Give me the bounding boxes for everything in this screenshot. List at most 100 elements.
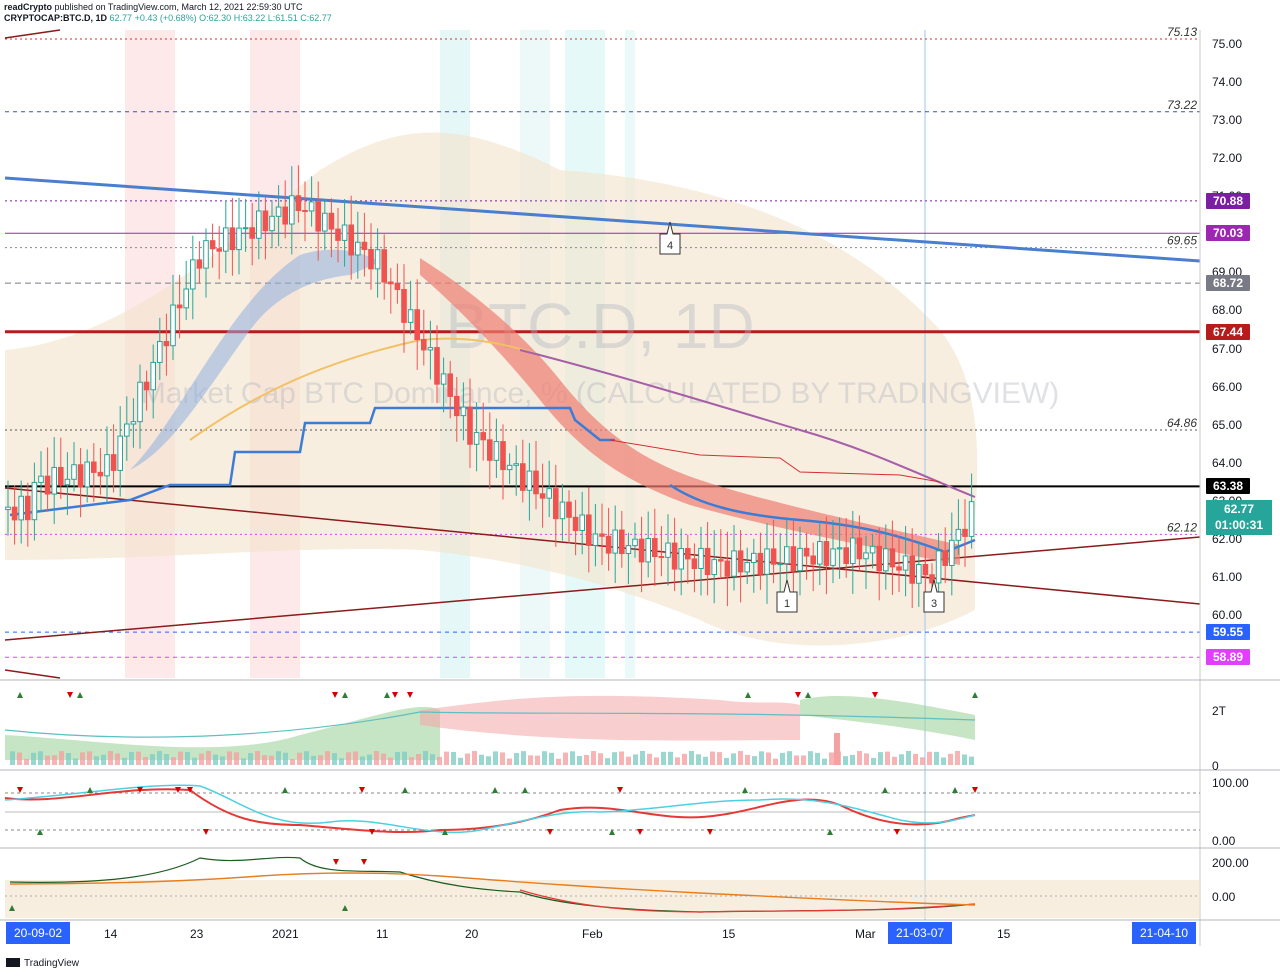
candle-body (31, 481, 38, 521)
signal-up-icon (37, 829, 43, 835)
candle-body (97, 471, 104, 477)
volume-bar (318, 755, 323, 765)
volume-axis-label: 2T (1212, 704, 1227, 718)
candle-body (830, 548, 836, 566)
candle-body (394, 283, 401, 290)
signal-up-icon (9, 905, 15, 911)
time-tick: 11 (376, 927, 389, 941)
candle-body (269, 215, 275, 232)
level-price-label: 58.89 (1206, 649, 1250, 666)
candle-body (605, 535, 612, 554)
signal-down-icon (361, 859, 367, 865)
candle-body (361, 241, 368, 250)
ohlc-open: O:62.30 (199, 13, 232, 23)
volume-bar (808, 751, 813, 765)
volume-bar (542, 751, 547, 765)
volume-bar (297, 752, 302, 765)
price-tick: 72.00 (1212, 151, 1243, 166)
candle-body (810, 555, 817, 565)
osc-axis-label: 100.00 (1212, 776, 1249, 790)
volume-bar (66, 753, 71, 765)
trendline-top (4, 29, 61, 39)
candle-body (315, 201, 321, 232)
volume-bar (122, 757, 127, 765)
volume-axis-label: 0 (1212, 759, 1219, 773)
candle-body (322, 212, 328, 232)
volume-bar (437, 756, 442, 765)
candle-body (163, 340, 170, 347)
volume-bar (514, 753, 519, 765)
volume-bar (150, 754, 155, 765)
volume-bar (227, 751, 232, 765)
time-tick: 15 (997, 927, 1011, 941)
trendline-bottom (4, 669, 61, 679)
volume-bar (829, 752, 834, 765)
volume-bar (920, 757, 925, 765)
candle-body (685, 548, 691, 560)
volume-bar (668, 751, 673, 765)
candle-body (850, 537, 856, 564)
candle-body (559, 501, 566, 520)
volume-bar (262, 755, 267, 765)
volume-bar (584, 755, 589, 765)
volume-bar (171, 757, 176, 765)
volume-bar (465, 753, 470, 765)
candle-body (500, 441, 506, 471)
volume-bar (346, 752, 351, 765)
candle-body (5, 506, 11, 511)
volume-bar (843, 756, 848, 765)
conversion-line (4, 711, 976, 738)
candle-body (526, 470, 533, 491)
candle-body (190, 259, 196, 290)
candle-body (579, 514, 586, 531)
candle-body (454, 395, 460, 417)
volume-bar (766, 752, 771, 765)
volume-bar (941, 757, 946, 765)
volume-bar (157, 751, 162, 765)
volume-bar (143, 756, 148, 765)
signal-up-icon (882, 787, 888, 793)
signal-down-icon (617, 787, 623, 793)
candle-body (335, 228, 341, 241)
candle-body (71, 464, 77, 480)
candle-body (770, 548, 777, 565)
candle-body (493, 441, 500, 461)
price-tick: 68.00 (1212, 303, 1243, 318)
resistance-trendline (4, 176, 1201, 263)
candle-body (751, 552, 757, 564)
volume-bar (374, 751, 379, 765)
time-tick: 14 (104, 927, 118, 941)
publish-info: published on TradingView.com, March 12, … (54, 2, 303, 12)
price-tick: 64.00 (1212, 455, 1243, 470)
candle-body (506, 464, 513, 471)
candle-body (645, 538, 652, 563)
volume-bar (927, 751, 932, 765)
price-tick: 60.00 (1212, 608, 1243, 623)
price-tick: 74.00 (1212, 75, 1243, 90)
base-line (9, 406, 615, 517)
volume-bar (108, 751, 113, 765)
candle-body (737, 550, 744, 573)
candle-body (790, 546, 797, 572)
volume-bar (535, 755, 540, 765)
wave-label-text: 1 (784, 598, 790, 610)
candle-body (949, 539, 955, 566)
signal-down-icon (203, 829, 209, 835)
volume-bar (885, 751, 890, 765)
volume-bar (780, 752, 785, 765)
volume-bar (948, 753, 953, 765)
signal-up-icon (342, 692, 348, 698)
candle-body (91, 461, 97, 473)
candle-body (460, 406, 467, 417)
volume-bar (675, 757, 680, 765)
volume-bar (199, 753, 204, 765)
candle-body (447, 373, 453, 397)
time-tick: Feb (582, 927, 603, 941)
signal-up-icon (805, 692, 811, 698)
volume-bar (864, 753, 869, 765)
candle-body (546, 488, 553, 499)
wave-label-4: 4 (659, 221, 681, 255)
thin-red-line (609, 439, 941, 483)
candle-body (711, 559, 718, 576)
